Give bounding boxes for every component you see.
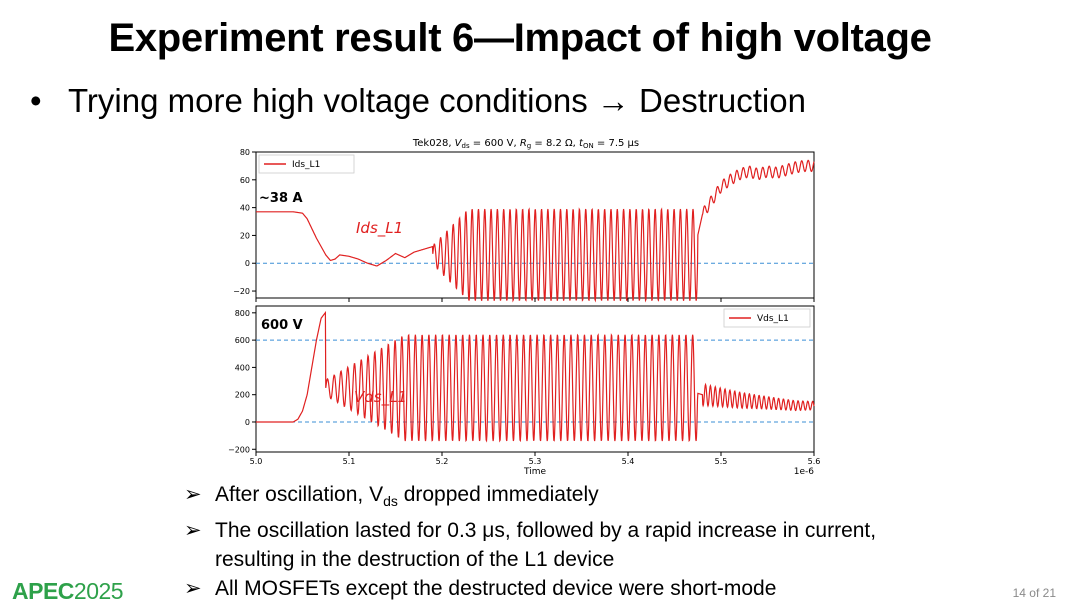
y-tick-label: −200 [228, 445, 250, 454]
waveform-chart: Tek028, Vds = 600 V, Rg = 8.2 Ω, tON = 7… [228, 138, 821, 477]
current-level-annotation: ~38 A [259, 191, 303, 206]
note-item: ➢ The oscillation lasted for 0.3 μs, fol… [184, 516, 876, 545]
x-tick-label: 5.3 [529, 457, 542, 466]
slide-title: Experiment result 6—Impact of high volta… [108, 16, 932, 60]
voltage-subplot: −200 0 200 400 600 800 Vds_L1 600 V Vds_L1 [228, 305, 815, 454]
x-tick-label: 5.1 [343, 457, 356, 466]
x-tick-label: 5.4 [622, 457, 635, 466]
y-tick-label: 600 [235, 336, 250, 345]
chart-title: Tek028, Vds = 600 V, Rg = 8.2 Ω, tON = 7… [412, 138, 639, 150]
y-tick-label: 80 [240, 148, 250, 157]
main-bullet: • Trying more high voltage conditions → D… [30, 82, 806, 120]
voltage-legend-label: Vds_L1 [757, 314, 789, 324]
apec-logo: APEC2025 [12, 578, 124, 604]
x-tick-label: 5.0 [250, 457, 263, 466]
note-item: ➢ After oscillation, Vds dropped immedia… [184, 480, 876, 516]
x-offset-label: 1e-6 [794, 467, 815, 477]
page-number: 14 of 21 [1012, 586, 1056, 600]
current-subplot: −20 0 20 40 60 80 Ids_L1 ~38 A Ids_L1 [233, 148, 815, 303]
bullet-text: Trying more high voltage conditions → De… [68, 82, 806, 119]
x-axis-label: Time [523, 467, 546, 477]
ids-series-line [256, 159, 815, 303]
x-tick-label: 5.2 [436, 457, 449, 466]
note-text: All MOSFETs except the destructed device… [215, 577, 777, 601]
current-legend: Ids_L1 [258, 154, 355, 174]
vds-series-line [256, 310, 815, 443]
y-tick-label: 200 [235, 391, 250, 400]
bullet-marker: • [30, 82, 42, 119]
y-tick-label: 800 [235, 309, 250, 318]
note-text: resulting in the destruction of the L1 d… [215, 548, 615, 572]
note-item: ➢ All MOSFETs except the destructed devi… [184, 574, 876, 603]
y-tick-label: 60 [240, 176, 250, 185]
notes-list: ➢ After oscillation, Vds dropped immedia… [184, 480, 876, 603]
y-tick-label: 0 [245, 259, 250, 268]
note-text: After oscillation, Vds dropped immediate… [215, 483, 599, 510]
note-arrow-icon: ➢ [184, 577, 202, 601]
y-tick-label: 0 [245, 418, 250, 427]
note-arrow-icon: ➢ [184, 483, 202, 506]
note-arrow-icon: ➢ [184, 519, 202, 543]
x-tick-label: 5.6 [808, 457, 821, 466]
y-tick-label: 20 [240, 231, 250, 240]
y-tick-label: 40 [240, 204, 250, 213]
voltage-level-annotation: 600 V [261, 318, 303, 333]
current-legend-label: Ids_L1 [292, 160, 320, 170]
voltage-legend: Vds_L1 [723, 308, 811, 328]
current-series-annotation: Ids_L1 [356, 219, 403, 238]
y-tick-label: 400 [235, 363, 250, 372]
voltage-series-annotation: Vds_L1 [354, 388, 407, 407]
y-tick-label: −20 [233, 287, 250, 296]
x-tick-label: 5.5 [715, 457, 728, 466]
note-item-continued: resulting in the destruction of the L1 d… [184, 545, 876, 574]
note-text: The oscillation lasted for 0.3 μs, follo… [215, 519, 877, 543]
